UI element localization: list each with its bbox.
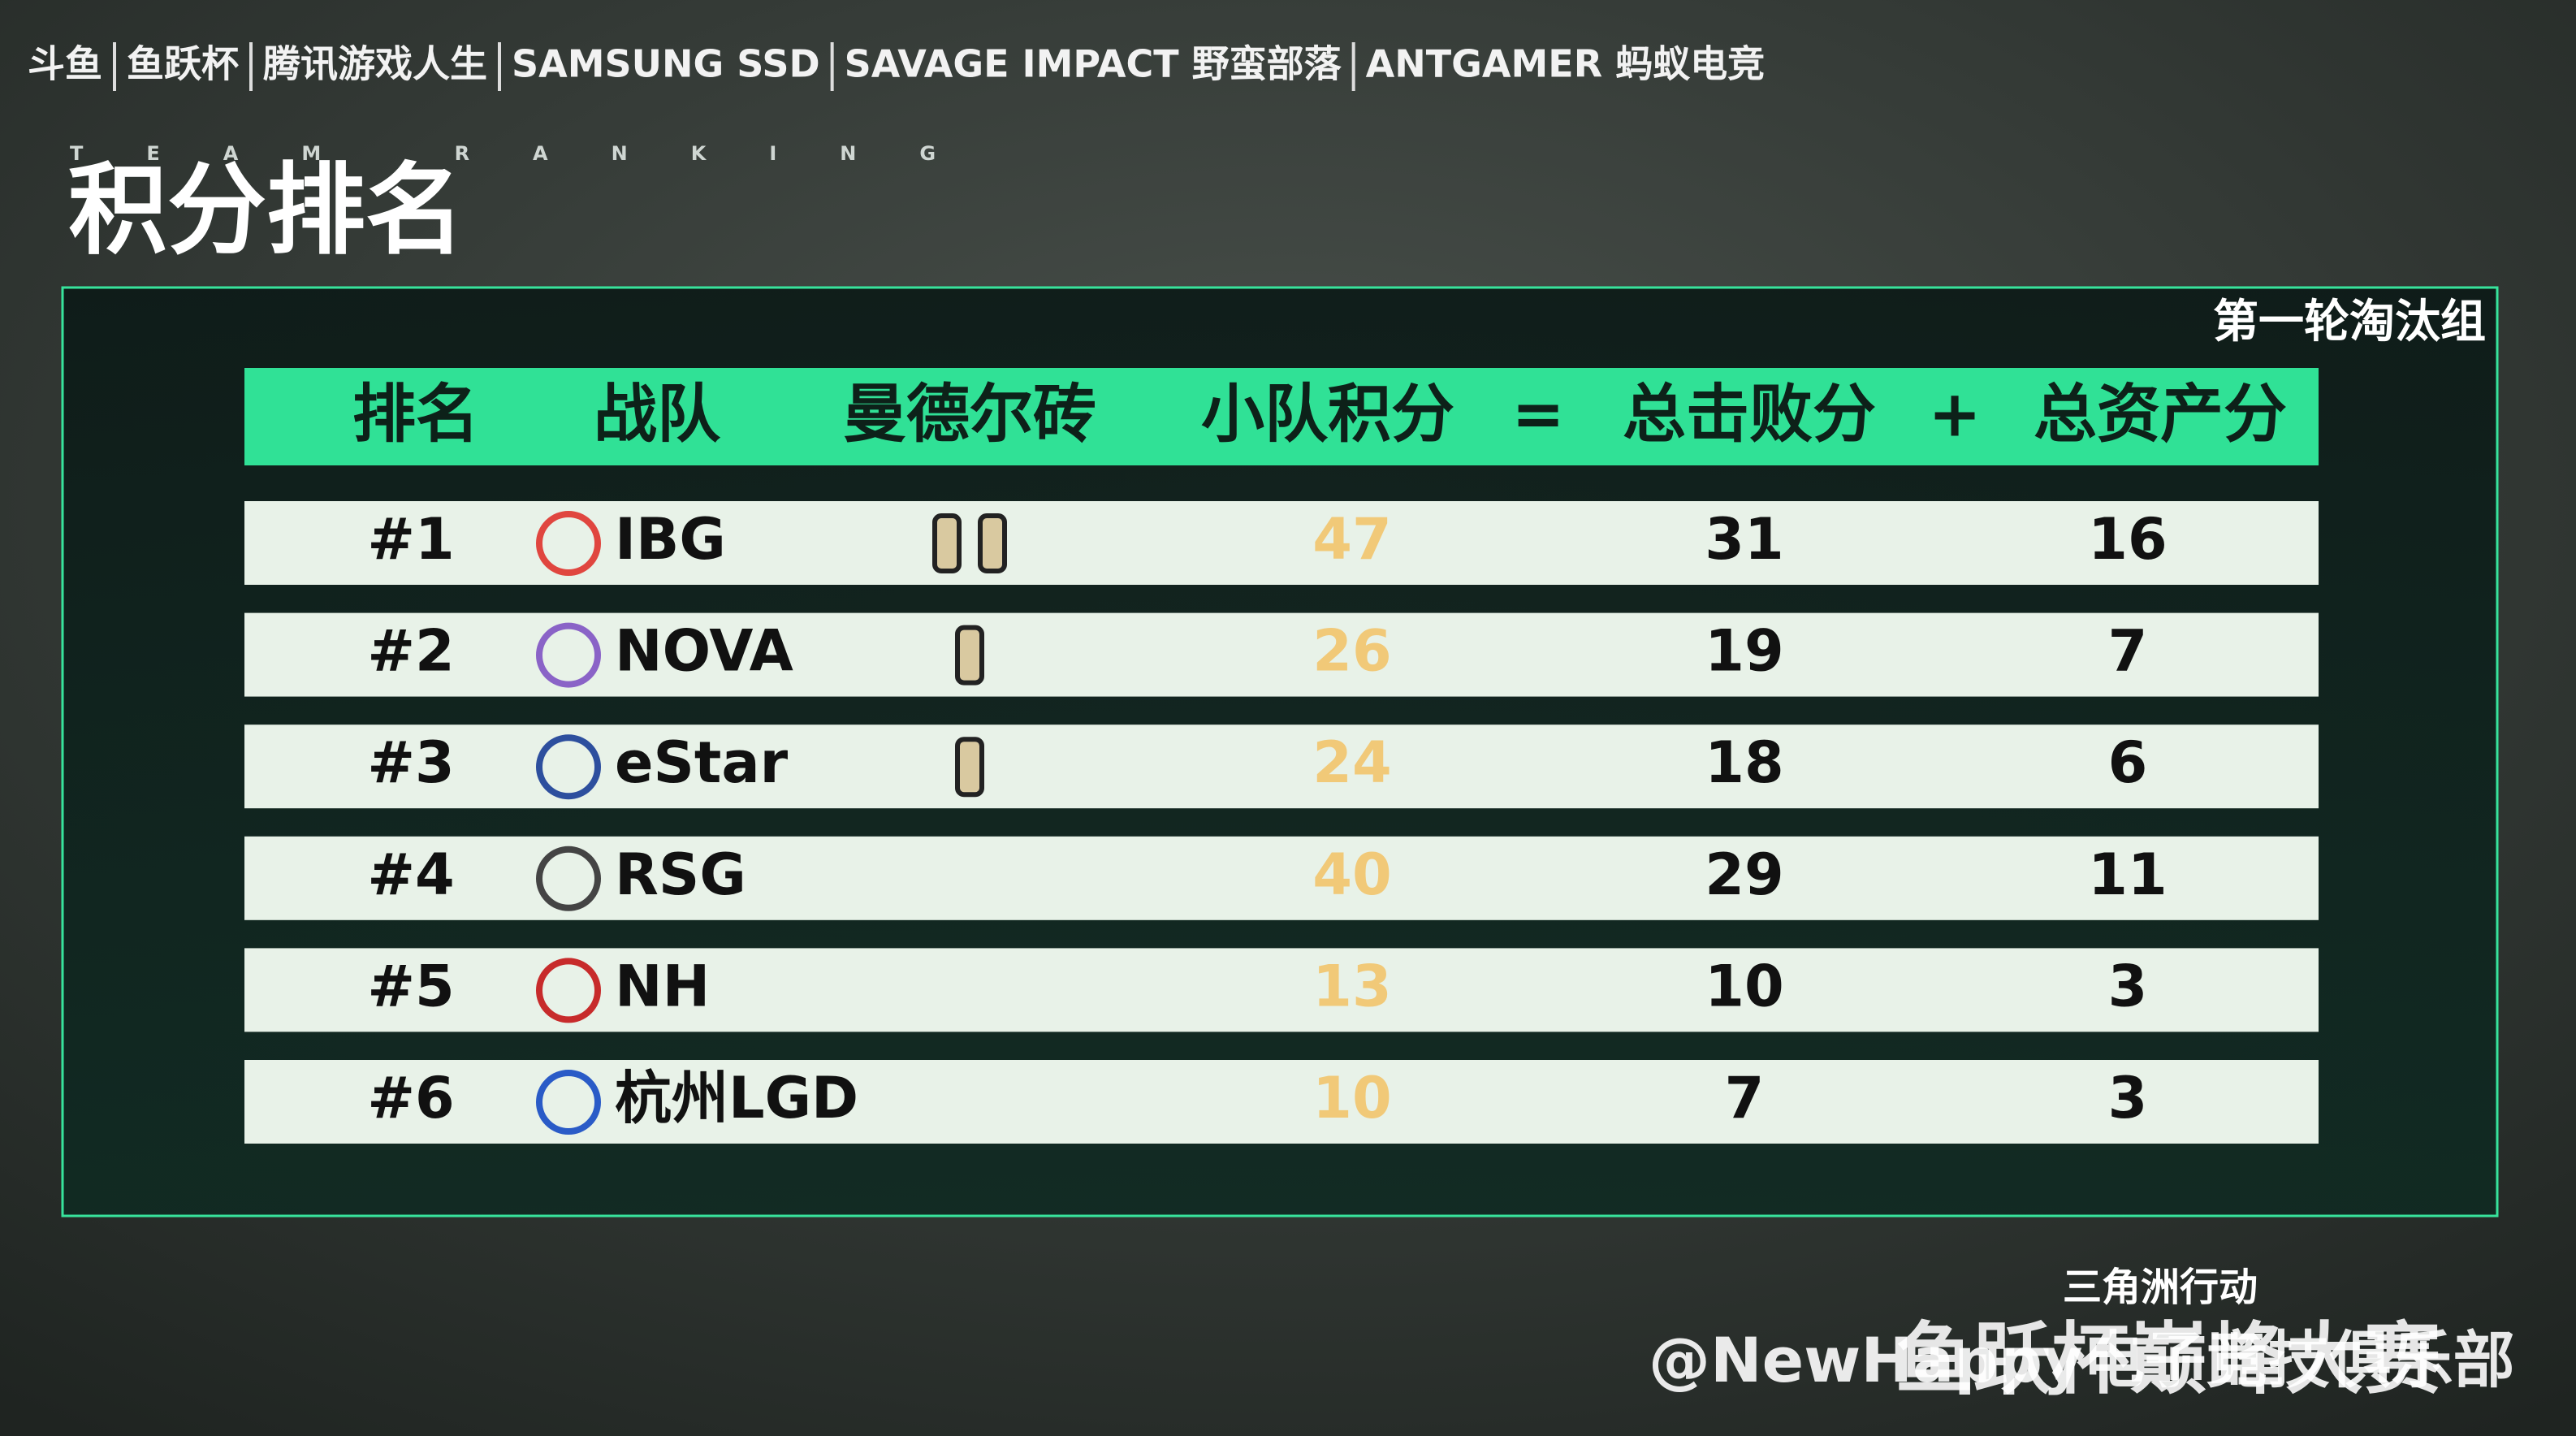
title: 积分排名: [68, 153, 465, 268]
team-logo: [536, 958, 601, 1023]
row-background: [244, 724, 2319, 809]
group-label: 第一轮淘汰组: [2213, 296, 2486, 348]
sponsor-logo: SAVAGE IMPACT 野蛮部落: [845, 42, 1342, 86]
column-header: =: [1511, 378, 1564, 451]
sponsor-logo: 斗鱼: [28, 42, 102, 86]
team-logo: [536, 511, 601, 576]
asset-points: 3: [2108, 953, 2148, 1019]
column-header: 曼德尔砖: [843, 378, 1096, 451]
team-points: 47: [1312, 506, 1391, 573]
sponsor-logo: ANTGAMER 蚂蚁电竞: [1366, 42, 1765, 86]
kill-points: 31: [1705, 506, 1783, 573]
team-logo: [536, 846, 601, 911]
sponsor-logo: 腾讯游戏人生: [263, 42, 487, 86]
column-header: 排名: [352, 378, 479, 451]
column-header: +: [1928, 378, 1981, 451]
rank: #1: [367, 506, 454, 573]
sponsor-logo: 鱼跃杯: [127, 42, 239, 86]
brick-icon: [955, 737, 984, 798]
team-name: RSG: [615, 841, 746, 908]
sponsor-logo: SAMSUNG SSD: [512, 42, 820, 86]
column-header: 小队积分: [1201, 378, 1454, 451]
team-points: 13: [1312, 953, 1391, 1019]
row-background: [244, 612, 2319, 697]
event-name: 鱼跃杯巅峰大赛: [1895, 1313, 2442, 1404]
row-background: [244, 836, 2319, 920]
kill-points: 7: [1725, 1065, 1765, 1131]
brick-icon: [932, 513, 962, 573]
team-name: IBG: [615, 506, 726, 573]
asset-points: 3: [2108, 1065, 2148, 1131]
column-header: 总击败分: [1623, 378, 1876, 451]
header-bar: [244, 368, 2319, 465]
rank: #2: [367, 618, 454, 685]
team-logo: [536, 1070, 601, 1135]
kill-points: 10: [1705, 953, 1783, 1019]
team-logo: [536, 622, 601, 688]
team-name: NOVA: [615, 618, 793, 685]
team-points: 40: [1312, 841, 1391, 908]
brick-icon: [978, 513, 1007, 573]
kill-points: 19: [1705, 618, 1783, 685]
watermark: @NewHappy电子竞技俱乐部: [1649, 1324, 2515, 1396]
rank: #4: [367, 841, 454, 908]
brick-icon: [955, 625, 984, 686]
asset-points: 7: [2108, 618, 2148, 685]
kill-points: 29: [1705, 841, 1783, 908]
row-background: [244, 948, 2319, 1032]
team-name: NH: [615, 953, 710, 1019]
row-background: [244, 1060, 2319, 1144]
team-points: 24: [1312, 729, 1391, 796]
team-points: 10: [1312, 1065, 1391, 1131]
rank: #6: [367, 1065, 454, 1131]
game-name: 三角洲行动: [2063, 1265, 2258, 1310]
team-name: 杭州LGD: [615, 1065, 858, 1131]
asset-points: 16: [2088, 506, 2167, 573]
row-background: [244, 501, 2319, 585]
asset-points: 6: [2108, 729, 2148, 796]
column-header: 总资产分: [2034, 378, 2287, 451]
column-header: 战队: [594, 378, 721, 451]
rank: #5: [367, 953, 454, 1019]
team-name: eStar: [615, 729, 789, 796]
kill-points: 18: [1705, 729, 1783, 796]
rank: #3: [367, 729, 454, 796]
team-points: 26: [1312, 618, 1391, 685]
kicker: TEAM RANKING: [70, 142, 999, 165]
asset-points: 11: [2088, 841, 2167, 908]
team-logo: [536, 734, 601, 800]
